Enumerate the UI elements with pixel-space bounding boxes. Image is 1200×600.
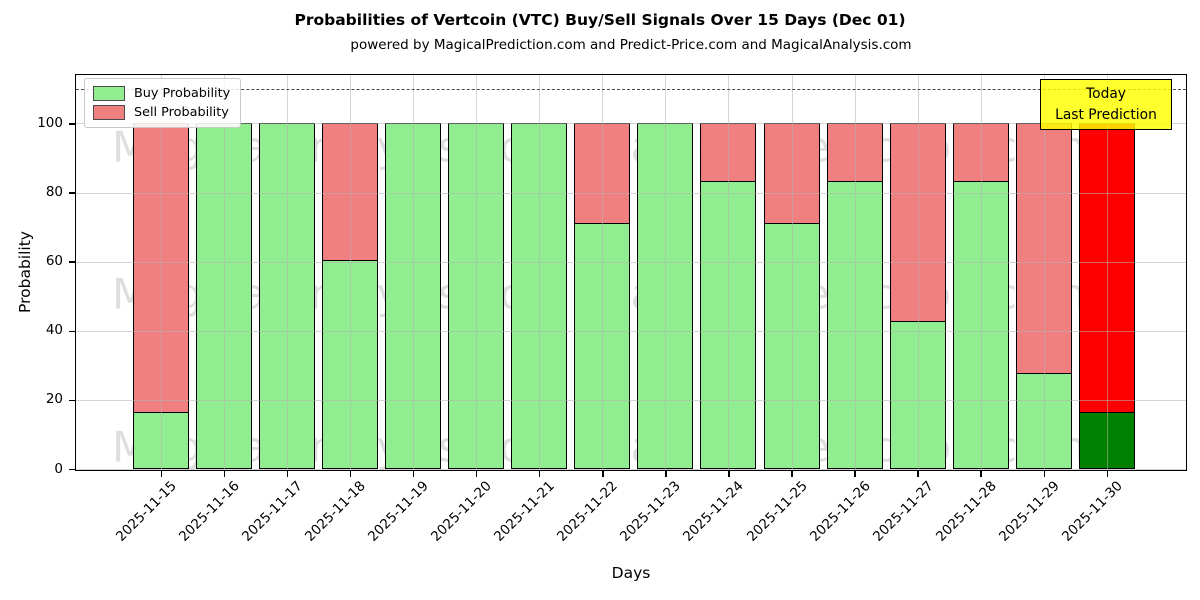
today-annotation: Today Last Prediction [1040,79,1172,130]
legend-swatch [93,86,125,101]
legend-label: Sell Probability [134,105,229,120]
h-gridline [76,192,1186,194]
annotation-line: Today [1086,85,1126,102]
x-tick-label: 2025-11-27 [869,478,937,545]
legend-entry: Sell Probability [93,103,230,122]
y-tick-mark [69,192,75,194]
x-tick-label: 2025-11-29 [995,478,1063,545]
v-gridline [350,75,352,470]
x-tick-label: 2025-11-21 [491,478,559,545]
x-tick-label: 2025-11-30 [1058,478,1126,545]
x-tick-mark [413,471,415,477]
x-tick-label: 2025-11-17 [239,478,306,545]
legend-label: Buy Probability [134,86,231,101]
v-gridline [917,75,919,470]
annotation-line: Last Prediction [1055,106,1157,123]
x-tick-mark [539,471,541,477]
chart-title: Probabilities of Vertcoin (VTC) Buy/Sell… [294,11,906,29]
v-gridline [602,75,604,470]
x-tick-label: 2025-11-16 [176,478,243,545]
x-tick-mark [160,471,163,477]
v-gridline [1043,75,1045,470]
h-gridline [76,261,1186,263]
x-tick-mark [980,471,982,477]
x-tick-label: 2025-11-19 [365,478,433,545]
v-gridline [287,75,289,470]
v-gridline [413,75,415,470]
x-tick-label: 2025-11-23 [617,478,685,545]
y-tick-label: 0 [54,460,63,477]
legend: Buy Probability Sell Probability [84,78,242,128]
dashed-reference-line [76,88,1186,90]
x-tick-label: 2025-11-24 [680,478,748,545]
v-gridline [1106,75,1108,470]
x-tick-mark [349,471,352,477]
y-tick-mark [69,261,75,263]
x-tick-label: 2025-11-25 [743,478,811,545]
y-tick-label: 80 [45,184,63,200]
y-tick-label: 100 [37,114,63,131]
x-tick-mark [728,471,730,477]
h-gridline [76,399,1186,401]
plot-area: MagicalAnalysis.comMagicalPrediction.com… [75,74,1187,472]
x-tick-mark [1043,471,1045,477]
y-tick-label: 40 [45,322,63,339]
x-tick-label: 2025-11-26 [806,478,874,545]
x-tick-mark [854,471,856,477]
y-tick-mark [69,330,75,332]
x-tick-mark [791,471,793,477]
x-tick-mark [1106,471,1108,477]
y-tick-mark [69,468,75,471]
x-tick-label: 2025-11-15 [113,478,180,545]
x-tick-label: 2025-11-20 [428,478,496,545]
h-gridline [76,330,1186,332]
x-tick-mark [917,471,919,477]
v-gridline [476,75,478,470]
v-gridline [161,75,162,470]
v-gridline [728,75,730,470]
y-tick-mark [69,123,75,125]
x-axis-label: Days [611,564,651,582]
legend-entry: Buy Probability [93,84,230,103]
x-tick-label: 2025-11-18 [302,478,369,545]
x-tick-mark [286,471,289,477]
y-tick-mark [69,399,75,402]
legend-swatch [93,105,125,120]
x-tick-mark [665,471,667,477]
x-tick-label: 2025-11-28 [932,478,1000,545]
h-gridline [76,469,1186,470]
chart-subtitle: powered by MagicalPrediction.com and Pre… [350,37,912,53]
v-gridline [980,75,982,470]
v-gridline [665,75,667,470]
v-gridline [791,75,793,470]
h-gridline [76,123,1186,125]
v-gridline [854,75,856,470]
x-tick-mark [223,471,226,477]
y-axis-label: Probability [16,231,34,313]
y-tick-label: 60 [45,253,63,270]
x-tick-mark [476,471,478,477]
x-tick-mark [602,471,604,477]
x-tick-label: 2025-11-22 [554,478,622,545]
v-gridline [539,75,541,470]
v-gridline [224,75,226,470]
y-tick-label: 20 [45,391,63,408]
